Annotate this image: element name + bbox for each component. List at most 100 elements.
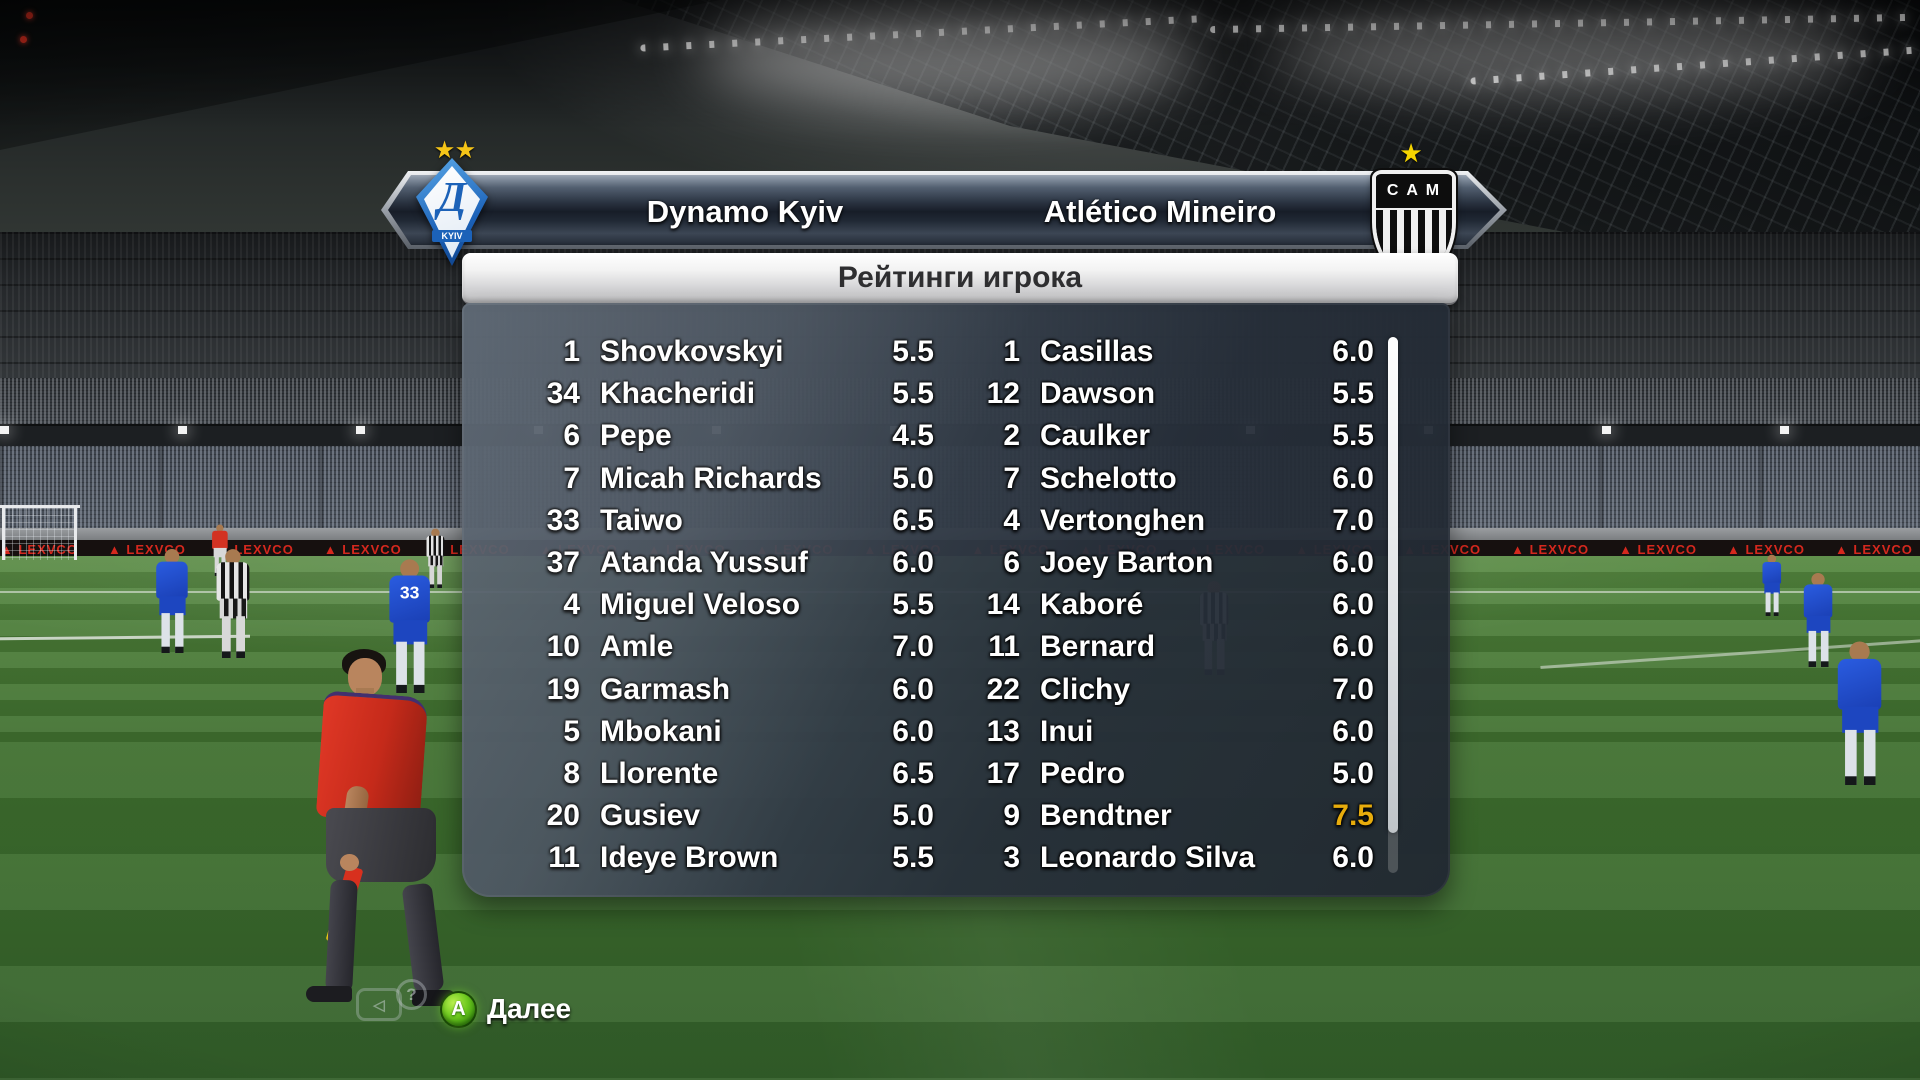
player-rating: 6.0	[1332, 546, 1374, 580]
player-name: Bendtner	[1040, 799, 1172, 833]
player-rating: 5.5	[892, 588, 934, 622]
player-name: Inui	[1040, 714, 1094, 748]
player-name: Mbokani	[600, 714, 722, 748]
player-name: Pepe	[600, 419, 672, 453]
player-name: Vertonghen	[1040, 503, 1206, 537]
away-ratings-column: 1 Casillas 6.0 12 Dawson 5.5 2 Caulker 5.5 7 Schel…	[942, 331, 1374, 879]
home-team-badge: Д KYIV	[416, 158, 488, 266]
home-team-name: Dynamo Kyiv	[646, 194, 844, 229]
player-figure-blue	[1760, 554, 1785, 616]
player-rating: 5.5	[892, 335, 934, 369]
player-row: 7 Schelotto 6.0	[942, 458, 1374, 500]
player-row: 2 Caulker 5.5	[942, 415, 1374, 457]
home-badge-letter: Д	[437, 175, 467, 221]
player-number: 4	[1003, 503, 1020, 537]
player-rating: 6.0	[892, 546, 934, 580]
player-number: 6	[1003, 546, 1020, 580]
player-number: 7	[563, 461, 580, 495]
player-number: 34	[546, 377, 580, 411]
player-rating: 6.0	[892, 672, 934, 706]
player-rating: 5.0	[892, 799, 934, 833]
player-number: 17	[986, 756, 1020, 790]
player-rating: 7.0	[892, 630, 934, 664]
a-button[interactable]: A	[440, 991, 477, 1028]
scoreboard-bar	[388, 175, 1500, 245]
player-row: 13 Inui 6.0	[942, 711, 1374, 753]
player-number: 2	[1003, 419, 1020, 453]
player-rating: 7.0	[1332, 503, 1374, 537]
ad-board-text: ▲ LEXVCO	[1834, 542, 1913, 557]
player-number: 4	[563, 588, 580, 622]
home-badge-stars: ★★	[435, 139, 477, 162]
player-rating: 5.0	[1332, 756, 1374, 790]
player-number: 22	[986, 672, 1020, 706]
player-row: 1 Shovkovskyi 5.5	[502, 331, 934, 373]
player-number: 10	[546, 630, 580, 664]
goal-net	[5, 508, 74, 560]
player-name: Joey Barton	[1040, 546, 1214, 580]
player-row: 14 Kaboré 6.0	[942, 584, 1374, 626]
player-number: 11	[988, 630, 1020, 664]
player-row: 37 Atanda Yussuf 6.0	[502, 542, 934, 584]
player-number: 14	[986, 588, 1020, 622]
player-figure-blue	[152, 548, 194, 653]
player-number: 3	[1003, 841, 1020, 875]
player-row: 7 Micah Richards 5.0	[502, 458, 934, 500]
player-rating: 6.5	[892, 503, 934, 537]
player-name: Atanda Yussuf	[600, 546, 808, 580]
player-number: 37	[546, 546, 580, 580]
player-name: Khacheridi	[600, 377, 756, 411]
player-rating: 5.5	[892, 841, 934, 875]
player-row: 20 Gusiev 5.0	[502, 795, 934, 837]
player-number: 13	[986, 714, 1020, 748]
player-name: Ideye Brown	[600, 841, 779, 875]
player-row: 22 Clichy 7.0	[942, 669, 1374, 711]
away-team-name: Atlético Mineiro	[1043, 194, 1277, 229]
player-rating: 7.0	[1332, 672, 1374, 706]
player-name: Miguel Veloso	[600, 588, 801, 622]
player-number: 9	[1003, 799, 1020, 833]
player-name: Llorente	[600, 756, 719, 790]
player-row: 8 Llorente 6.5	[502, 753, 934, 795]
player-row: 34 Khacheridi 5.5	[502, 373, 934, 415]
linesman-red-shirt	[315, 690, 429, 824]
player-rating: 7.5	[1332, 799, 1374, 833]
player-row: 12 Dawson 5.5	[942, 373, 1374, 415]
player-name: Caulker	[1040, 419, 1151, 453]
player-row: 11 Bernard 6.0	[942, 626, 1374, 668]
player-number: 8	[563, 756, 580, 790]
player-name: Taiwo	[600, 503, 683, 537]
a-button-glyph: A	[451, 998, 466, 1020]
scrollbar[interactable]	[1388, 337, 1398, 873]
next-button-label[interactable]: Далее	[487, 993, 572, 1024]
player-rating: 5.5	[892, 377, 934, 411]
player-row: 4 Miguel Veloso 5.5	[502, 584, 934, 626]
player-name: Schelotto	[1040, 461, 1177, 495]
player-rating: 6.0	[1332, 714, 1374, 748]
home-badge-city: KYIV	[431, 230, 473, 242]
player-name: Kaboré	[1040, 588, 1144, 622]
ad-board-text: ▲ LEXVCO	[323, 542, 402, 557]
player-name: Dawson	[1040, 377, 1156, 411]
player-ratings-panel: 1 Shovkovskyi 5.5 34 Khacheridi 5.5 6 Pepe 4.5 7 M…	[462, 303, 1450, 897]
player-rating: 6.0	[892, 714, 934, 748]
player-row: 19 Garmash 6.0	[502, 669, 934, 711]
player-name: Bernard	[1040, 630, 1156, 664]
ad-board-text: ▲ LEXVCO	[1619, 542, 1697, 557]
goal-frame	[0, 505, 80, 560]
player-number: 11	[548, 841, 580, 875]
scrollbar-thumb[interactable]	[1388, 337, 1398, 833]
player-name: Micah Richards	[600, 461, 822, 495]
player-row: 5 Mbokani 6.0	[502, 711, 934, 753]
player-number: 5	[563, 714, 580, 748]
player-number: 12	[986, 377, 1020, 411]
player-name: Amle	[600, 630, 674, 664]
tower-beacon-light	[26, 12, 33, 19]
linesman-shorts	[326, 808, 436, 882]
help-icon[interactable]: ?	[396, 979, 427, 1010]
away-badge-star: ★	[1400, 140, 1422, 166]
player-row: 1 Casillas 6.0	[942, 331, 1374, 373]
player-shirt-number: 33	[399, 582, 420, 603]
player-rating: 6.0	[1332, 461, 1374, 495]
